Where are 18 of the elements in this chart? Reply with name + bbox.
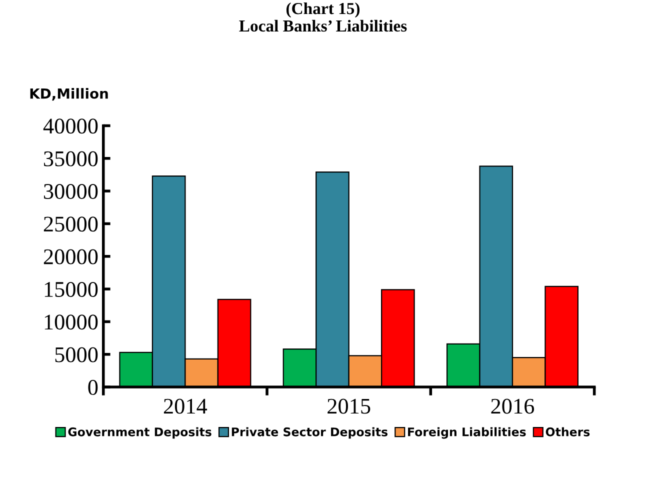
chart-title: (Chart 15) Local Banks’ Liabilities bbox=[239, 2, 407, 32]
y-tick-label: 10000 bbox=[44, 314, 98, 330]
y-tick-label: 40000 bbox=[43, 118, 98, 134]
y-tick-label: 15000 bbox=[44, 282, 98, 297]
x-tick-label: 2016 bbox=[491, 398, 534, 414]
y-tick-label: 25000 bbox=[44, 216, 98, 232]
legend-label: Others bbox=[546, 427, 590, 436]
y-tick-label: 0 bbox=[88, 380, 98, 395]
legend-label: Government Deposits bbox=[68, 427, 212, 439]
legend-label: Private Sector Deposits bbox=[232, 427, 388, 439]
legend-label: Foreign Liabilities bbox=[408, 427, 526, 439]
x-tick-label: 2014 bbox=[164, 398, 208, 414]
y-tick-label: 30000 bbox=[44, 184, 98, 199]
y-tick-label: 35000 bbox=[44, 151, 98, 166]
y-tick-label: 20000 bbox=[44, 249, 98, 264]
y-tick-label: 5000 bbox=[55, 347, 98, 362]
y-axis-title: KD,Million bbox=[30, 88, 108, 101]
x-tick-label: 2015 bbox=[328, 398, 370, 414]
